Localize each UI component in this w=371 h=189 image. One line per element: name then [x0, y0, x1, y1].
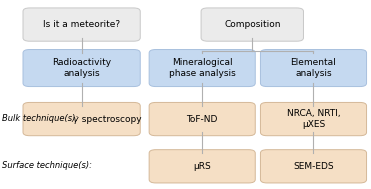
FancyBboxPatch shape: [260, 50, 367, 87]
Text: Bulk technique(s):: Bulk technique(s):: [2, 114, 78, 123]
Text: Surface technique(s):: Surface technique(s):: [2, 161, 92, 170]
FancyBboxPatch shape: [149, 50, 255, 87]
Text: Is it a meteorite?: Is it a meteorite?: [43, 20, 120, 29]
Text: μRS: μRS: [193, 162, 211, 171]
FancyBboxPatch shape: [260, 102, 367, 136]
FancyBboxPatch shape: [23, 102, 140, 136]
Text: ToF-ND: ToF-ND: [187, 115, 218, 124]
Text: Composition: Composition: [224, 20, 280, 29]
Text: Elemental
analysis: Elemental analysis: [290, 58, 336, 78]
Text: Radioactivity
analysis: Radioactivity analysis: [52, 58, 111, 78]
FancyBboxPatch shape: [149, 150, 255, 183]
Text: SEM-EDS: SEM-EDS: [293, 162, 334, 171]
FancyBboxPatch shape: [23, 50, 140, 87]
Text: γ: γ: [73, 115, 78, 124]
Text: Mineralogical
phase analysis: Mineralogical phase analysis: [169, 58, 236, 78]
Text: NRCA, NRTI,
μXES: NRCA, NRTI, μXES: [287, 109, 340, 129]
FancyBboxPatch shape: [149, 102, 255, 136]
FancyBboxPatch shape: [260, 150, 367, 183]
FancyBboxPatch shape: [201, 8, 303, 41]
FancyBboxPatch shape: [23, 8, 140, 41]
Text: spectroscopy: spectroscopy: [80, 115, 141, 124]
